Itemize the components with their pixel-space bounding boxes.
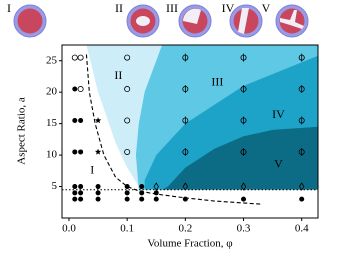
point <box>139 190 145 196</box>
point <box>95 190 101 196</box>
point <box>299 182 305 191</box>
point <box>95 196 101 202</box>
point <box>182 116 189 125</box>
region-label: V <box>274 156 283 170</box>
phase-icon-label: II <box>115 1 123 15</box>
phase-region <box>162 45 318 190</box>
point <box>240 147 247 156</box>
y-tick-label: 10 <box>46 149 58 161</box>
point <box>95 184 101 190</box>
point <box>240 182 247 191</box>
regions <box>62 45 318 218</box>
point <box>298 85 305 94</box>
point <box>124 190 130 196</box>
point <box>153 190 159 196</box>
point <box>298 147 305 156</box>
point <box>139 184 145 190</box>
point <box>298 53 305 62</box>
region-label: IV <box>272 107 285 121</box>
x-tick-label: 0.0 <box>62 223 76 235</box>
x-tick-label: 0.3 <box>237 223 251 235</box>
phase-icon-void <box>280 10 304 29</box>
point <box>182 182 189 191</box>
point <box>71 54 78 61</box>
point <box>78 196 84 202</box>
plot-frame <box>61 44 319 219</box>
point <box>240 53 247 62</box>
phase-icon-label: I <box>7 1 11 15</box>
points <box>71 53 305 202</box>
y-tick-label: 25 <box>46 54 58 66</box>
x-tick-label: 0.1 <box>120 223 134 235</box>
point <box>241 196 247 202</box>
curves <box>62 54 318 205</box>
point <box>72 149 78 155</box>
point <box>139 196 145 202</box>
phase-icons: I II III IV V <box>7 1 309 38</box>
low-aspect-region <box>62 189 318 218</box>
point <box>94 148 102 155</box>
point <box>124 86 131 93</box>
point <box>124 184 130 190</box>
region-label: II <box>114 68 122 82</box>
phase-icon-label: IV <box>222 1 235 15</box>
point <box>72 117 78 123</box>
phase-icon-void <box>136 16 150 26</box>
point <box>240 116 247 125</box>
y-tick-label: 20 <box>46 86 58 98</box>
dashed-curve <box>85 54 262 205</box>
point <box>72 190 78 196</box>
point <box>240 85 247 94</box>
phase-icon-void <box>238 8 249 34</box>
region-label: I <box>90 163 94 177</box>
point <box>78 184 84 190</box>
point <box>78 190 84 196</box>
point <box>78 117 84 123</box>
x-axis-label: Volume Fraction, φ <box>147 238 232 250</box>
point <box>124 196 130 202</box>
point <box>153 196 159 202</box>
point <box>182 196 188 202</box>
phase-icon-label: III <box>166 1 178 15</box>
phase-icon-void <box>183 8 201 24</box>
point <box>153 182 159 191</box>
point <box>124 148 131 155</box>
point <box>72 86 78 92</box>
point <box>124 54 131 61</box>
point <box>78 149 84 155</box>
point <box>72 184 78 190</box>
point <box>298 116 305 125</box>
point <box>182 85 189 94</box>
phase-icon-label: V <box>262 1 271 15</box>
phase-icon-core <box>17 8 43 34</box>
y-tick-label: 15 <box>46 117 58 129</box>
point <box>124 117 131 124</box>
x-tick-label: 0.2 <box>178 223 192 235</box>
point <box>77 86 84 93</box>
point <box>182 53 189 62</box>
x-tick-label: 0.4 <box>295 223 309 235</box>
point <box>94 117 102 124</box>
region-label: III <box>211 74 223 88</box>
point <box>299 196 305 202</box>
y-tick-label: 5 <box>52 180 58 192</box>
y-axis-label: Aspect Ratio, a <box>16 97 28 165</box>
point <box>77 54 84 61</box>
point <box>72 196 78 202</box>
point <box>182 147 189 156</box>
